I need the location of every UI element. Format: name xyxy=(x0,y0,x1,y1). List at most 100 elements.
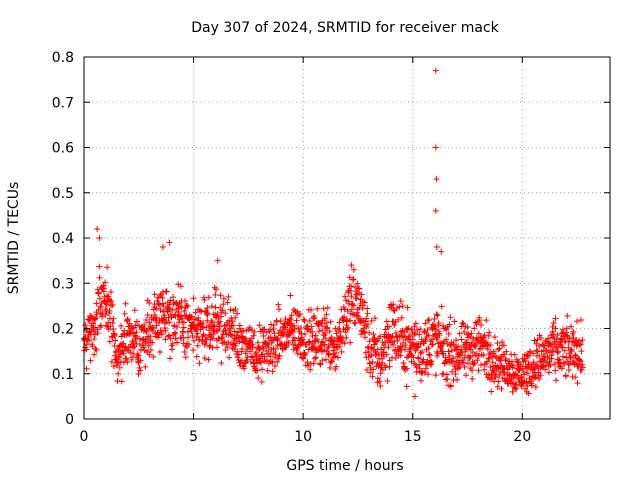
data-point xyxy=(408,326,415,333)
data-point xyxy=(386,323,393,330)
data-point xyxy=(118,323,125,330)
data-point xyxy=(369,373,376,380)
data-point xyxy=(291,337,298,344)
data-point xyxy=(563,329,570,336)
data-point xyxy=(390,341,397,348)
data-point xyxy=(160,303,167,310)
data-point xyxy=(258,378,265,385)
data-point xyxy=(297,311,304,318)
data-point xyxy=(496,345,503,352)
data-point xyxy=(547,343,554,350)
data-point xyxy=(550,348,557,355)
data-point xyxy=(123,355,130,362)
data-point xyxy=(106,307,113,314)
x-tick-label: 5 xyxy=(189,429,198,445)
data-point xyxy=(564,312,571,319)
data-point xyxy=(426,316,433,323)
data-point xyxy=(419,359,426,366)
data-point xyxy=(256,322,263,329)
data-point xyxy=(350,276,357,283)
data-point xyxy=(214,326,221,333)
data-point xyxy=(469,375,476,382)
data-point xyxy=(232,314,239,321)
data-point xyxy=(443,336,450,343)
data-point xyxy=(475,367,482,374)
data-point xyxy=(453,347,460,354)
data-point xyxy=(523,365,530,372)
data-point xyxy=(312,332,319,339)
data-point xyxy=(390,301,397,308)
data-point xyxy=(496,357,503,364)
data-point xyxy=(346,274,353,281)
data-point xyxy=(536,343,543,350)
data-point xyxy=(432,326,439,333)
data-point xyxy=(314,305,321,312)
data-point xyxy=(538,348,545,355)
data-point xyxy=(414,343,421,350)
data-point xyxy=(402,342,409,349)
data-point xyxy=(306,318,313,325)
data-point xyxy=(322,335,329,342)
data-point xyxy=(399,303,406,310)
data-point xyxy=(135,371,142,378)
data-point xyxy=(384,377,391,384)
data-point xyxy=(553,377,560,384)
data-point xyxy=(222,310,229,317)
data-point xyxy=(576,342,583,349)
data-point xyxy=(211,284,218,291)
data-point xyxy=(142,340,149,347)
data-point xyxy=(407,333,414,340)
data-point xyxy=(417,350,424,357)
data-point xyxy=(547,362,554,369)
data-point xyxy=(248,341,255,348)
data-point xyxy=(480,352,487,359)
data-point xyxy=(440,370,447,377)
data-point xyxy=(134,350,141,357)
data-point xyxy=(494,383,501,390)
data-point xyxy=(476,317,483,324)
data-point xyxy=(190,346,197,353)
data-point xyxy=(534,336,541,343)
data-point xyxy=(475,330,482,337)
data-point xyxy=(288,312,295,319)
data-point xyxy=(510,362,517,369)
data-point xyxy=(281,321,288,328)
data-point xyxy=(363,323,370,330)
data-point xyxy=(379,339,386,346)
data-point xyxy=(398,314,405,321)
data-point xyxy=(504,366,511,373)
data-point xyxy=(92,331,99,338)
data-point xyxy=(226,354,233,361)
data-point xyxy=(400,333,407,340)
data-point xyxy=(475,353,482,360)
data-point xyxy=(209,319,216,326)
data-point xyxy=(250,332,257,339)
data-point xyxy=(552,367,559,374)
data-point xyxy=(282,315,289,322)
data-point xyxy=(287,292,294,299)
data-point xyxy=(143,338,150,345)
data-point xyxy=(548,352,555,359)
data-point xyxy=(487,341,494,348)
data-point xyxy=(286,316,293,323)
data-point xyxy=(522,357,529,364)
data-point xyxy=(193,353,200,360)
data-point xyxy=(403,383,410,390)
data-point xyxy=(174,339,181,346)
data-point xyxy=(407,346,414,353)
data-point xyxy=(415,344,422,351)
data-point xyxy=(468,330,475,337)
data-point xyxy=(107,323,114,330)
y-tick-label: 0.6 xyxy=(52,141,74,157)
data-point xyxy=(491,369,498,376)
data-point xyxy=(411,323,418,330)
data-point xyxy=(235,351,242,358)
data-point xyxy=(528,382,535,389)
data-point xyxy=(435,319,442,326)
data-point xyxy=(535,376,542,383)
data-point xyxy=(163,288,170,295)
y-tick-label: 0.2 xyxy=(52,322,74,338)
data-point xyxy=(531,366,538,373)
data-point xyxy=(459,319,466,326)
data-point xyxy=(151,311,158,318)
